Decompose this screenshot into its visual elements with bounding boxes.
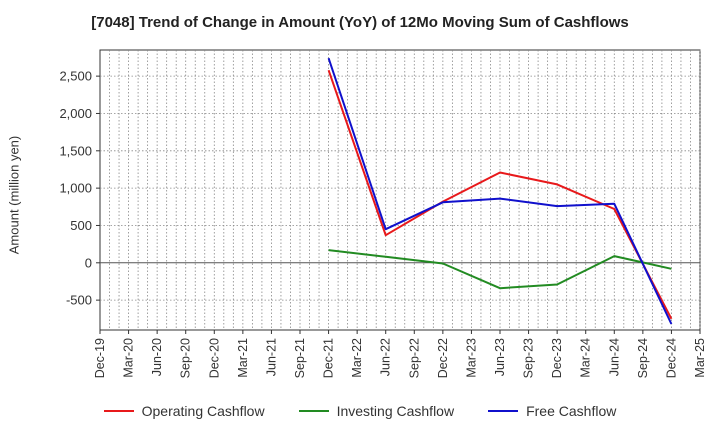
series-line-investing-cashflow (328, 249, 672, 290)
x-tick-label: Dec-21 (322, 338, 336, 378)
legend-item-operating: Operating Cashflow (103, 403, 265, 419)
x-tick-label: Jun-23 (493, 338, 507, 376)
legend-item-investing: Investing Cashflow (298, 403, 455, 419)
y-tick-label: 2,000 (59, 106, 92, 121)
x-tick-label: Mar-20 (122, 338, 136, 378)
x-tick-label: Sep-24 (636, 338, 650, 378)
x-tick-label: Dec-23 (550, 338, 564, 378)
legend: Operating Cashflow Investing Cashflow Fr… (0, 403, 720, 419)
y-tick-label: 1,000 (59, 181, 92, 196)
x-tick-label: Mar-22 (350, 338, 364, 378)
y-tick-label: 2,500 (59, 69, 92, 84)
chart-title: [7048] Trend of Change in Amount (YoY) o… (91, 14, 629, 31)
x-tick-label: Dec-20 (207, 338, 221, 378)
y-tick-label: 1,500 (59, 143, 92, 158)
legend-swatch-operating (103, 410, 134, 412)
x-tick-label: Jun-20 (150, 338, 164, 376)
x-tick-label: Sep-23 (522, 338, 536, 378)
x-tick-label: Sep-21 (293, 338, 307, 378)
x-tick-label: Dec-19 (93, 338, 107, 378)
y-tick-label: 500 (70, 218, 92, 233)
series-line-free-cashflow (327, 57, 673, 325)
x-tick-label: Jun-22 (379, 338, 393, 376)
x-tick-label: Mar-21 (236, 338, 250, 378)
series-line-operating-cashflow (327, 69, 673, 320)
legend-swatch-free (488, 410, 519, 412)
x-tick-label: Jun-24 (607, 338, 621, 376)
legend-item-free: Free Cashflow (488, 403, 616, 419)
x-tick-label: Dec-22 (436, 338, 450, 378)
x-tick-label: Jun-21 (264, 338, 278, 376)
x-tick-label: Mar-24 (579, 338, 593, 378)
plot-frame (99, 49, 701, 331)
x-tick-label: Dec-24 (664, 338, 678, 378)
legend-label-free: Free Cashflow (526, 403, 617, 419)
legend-label-investing: Investing Cashflow (336, 403, 455, 419)
y-tick-label: 0 (85, 255, 92, 270)
x-tick-label: Mar-23 (464, 338, 478, 378)
legend-swatch-investing (298, 410, 329, 412)
x-tick-label: Mar-25 (693, 338, 707, 378)
x-tick-label: Sep-20 (179, 338, 193, 378)
y-tick-label: -500 (66, 293, 92, 308)
x-tick-label: Sep-22 (407, 338, 421, 378)
legend-label-operating: Operating Cashflow (141, 403, 265, 419)
